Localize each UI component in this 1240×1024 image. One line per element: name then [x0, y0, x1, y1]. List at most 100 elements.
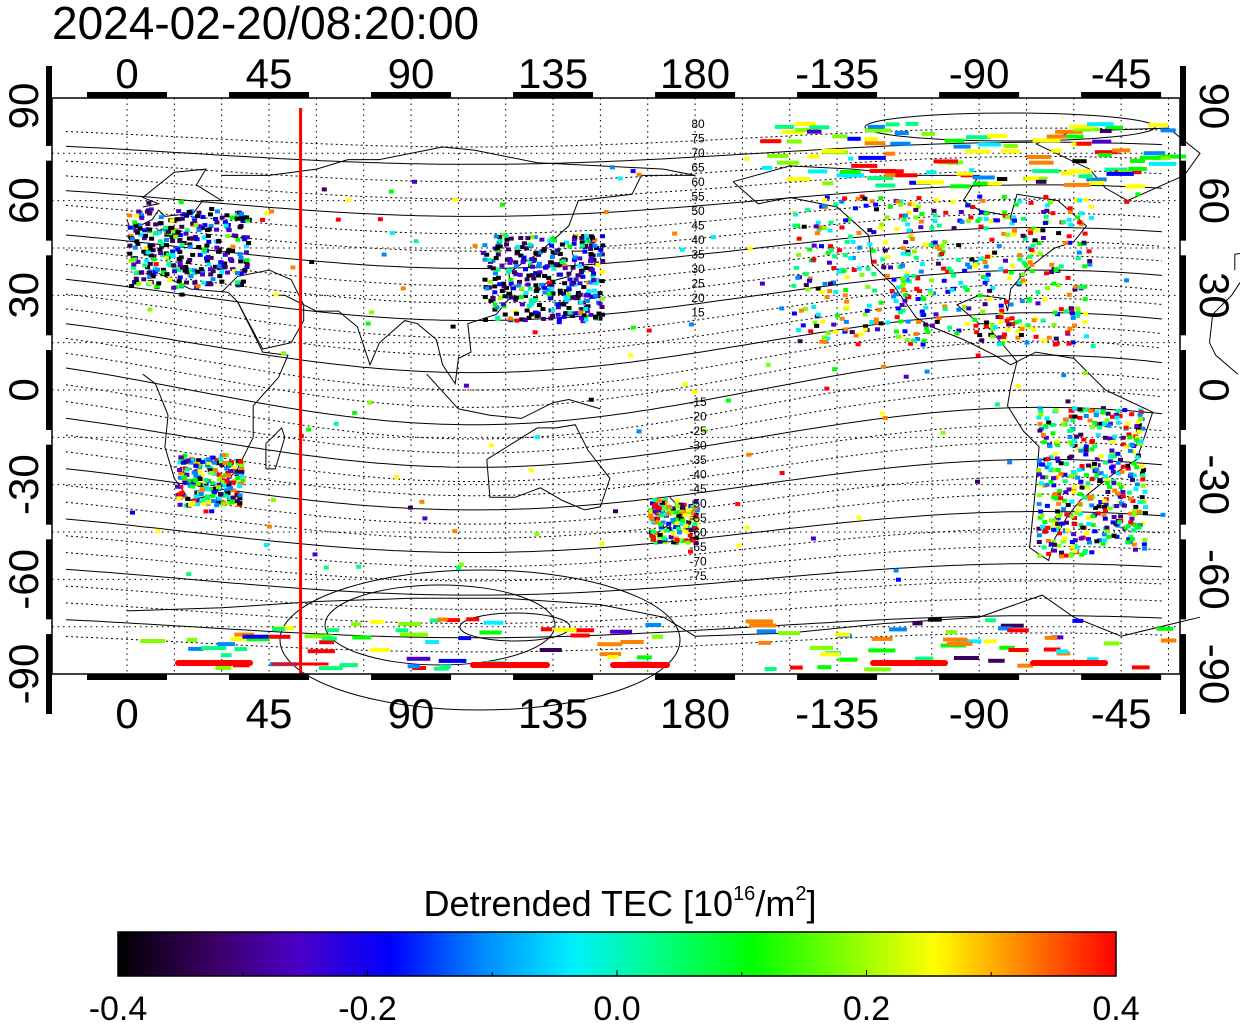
tec-point	[160, 253, 166, 258]
tec-point	[786, 139, 802, 144]
tec-point	[688, 549, 693, 554]
tec-point	[131, 262, 137, 267]
tec-point	[866, 303, 872, 308]
tec-point	[1118, 457, 1123, 462]
tec-point	[550, 279, 556, 284]
tec-point	[1148, 123, 1169, 128]
tec-point	[228, 486, 233, 491]
tec-point	[238, 473, 244, 478]
tec-point	[488, 443, 494, 448]
tec-point	[154, 284, 160, 289]
tec-point	[842, 196, 848, 201]
tec-point	[864, 141, 886, 146]
tec-point	[210, 494, 216, 498]
tec-point	[862, 312, 868, 317]
tec-point	[850, 255, 856, 260]
tec-point	[210, 455, 216, 460]
tec-point	[389, 231, 395, 236]
tec-point	[659, 500, 665, 505]
tec-point	[534, 531, 540, 536]
tec-point	[894, 131, 909, 135]
tec-point	[921, 131, 935, 136]
tec-point	[905, 319, 911, 324]
tec-point	[1061, 373, 1067, 378]
tec-point	[534, 435, 540, 440]
tec-point	[908, 234, 914, 239]
tec-point	[472, 243, 478, 248]
tec-point	[815, 220, 821, 225]
tec-point	[1013, 320, 1019, 325]
tec-point	[1126, 537, 1132, 542]
tec-point	[983, 639, 997, 644]
tec-point	[214, 245, 220, 250]
tec-point	[580, 319, 586, 324]
tec-point	[1062, 417, 1068, 422]
tec-point	[1048, 200, 1054, 205]
tec-point	[219, 215, 225, 220]
tec-point	[589, 267, 595, 272]
tec-point	[1089, 465, 1095, 469]
tec-point	[1055, 521, 1061, 526]
tec-point	[592, 243, 598, 248]
tec-point	[1116, 420, 1121, 425]
tec-point	[1135, 420, 1141, 424]
tec-point	[599, 541, 605, 546]
tec-point	[1007, 628, 1029, 633]
tec-point	[186, 260, 192, 265]
tec-point	[1129, 537, 1135, 542]
right-tick-bar-5	[1180, 539, 1186, 620]
tec-point	[169, 225, 175, 230]
tec-point	[184, 228, 190, 233]
tec-point	[1079, 211, 1085, 216]
tec-point	[1113, 412, 1119, 417]
tec-point	[1096, 422, 1102, 426]
tec-point	[529, 257, 535, 262]
tec-point	[1086, 537, 1091, 542]
tec-point	[219, 270, 225, 275]
tec-point	[778, 631, 801, 636]
tec-point	[218, 460, 224, 464]
tec-point	[1089, 447, 1095, 452]
tec-point	[281, 351, 286, 356]
tec-point	[190, 500, 196, 505]
right-tick-bar-6	[1180, 634, 1186, 715]
tec-point	[800, 323, 806, 328]
tec-point	[520, 260, 526, 265]
tec-point	[190, 484, 196, 489]
tec-point	[549, 260, 554, 265]
tec-point	[617, 176, 623, 181]
mag-contour-11	[65, 283, 1163, 339]
tec-point	[213, 217, 219, 221]
tec-point	[603, 210, 609, 214]
tec-point	[1031, 328, 1037, 332]
tec-point	[933, 312, 939, 317]
tec-point	[842, 253, 848, 258]
tec-point	[972, 264, 978, 269]
tec-point	[238, 259, 244, 264]
tec-point	[558, 301, 564, 306]
tec-point	[828, 281, 834, 286]
tec-point	[1042, 520, 1048, 524]
tec-point	[1128, 520, 1134, 525]
tec-point	[593, 293, 598, 298]
tec-point	[1102, 505, 1107, 510]
tec-point	[1036, 415, 1042, 420]
tec-point	[1110, 440, 1116, 444]
tec-point	[1065, 399, 1071, 404]
tec-point	[1149, 161, 1177, 166]
tec-point	[964, 322, 970, 327]
tec-point	[564, 298, 570, 303]
tec-point	[884, 215, 890, 220]
polar-bar-1	[470, 662, 550, 668]
tec-point	[131, 265, 137, 270]
tec-point	[812, 320, 818, 325]
tec-point	[1001, 210, 1007, 215]
tec-point	[660, 520, 666, 525]
tec-point	[882, 240, 888, 245]
tec-point	[1116, 471, 1121, 476]
tec-point	[1011, 232, 1017, 237]
tec-point	[1040, 433, 1046, 437]
tec-point	[1129, 412, 1135, 417]
tec-point	[832, 134, 848, 139]
tec-point	[487, 258, 493, 262]
